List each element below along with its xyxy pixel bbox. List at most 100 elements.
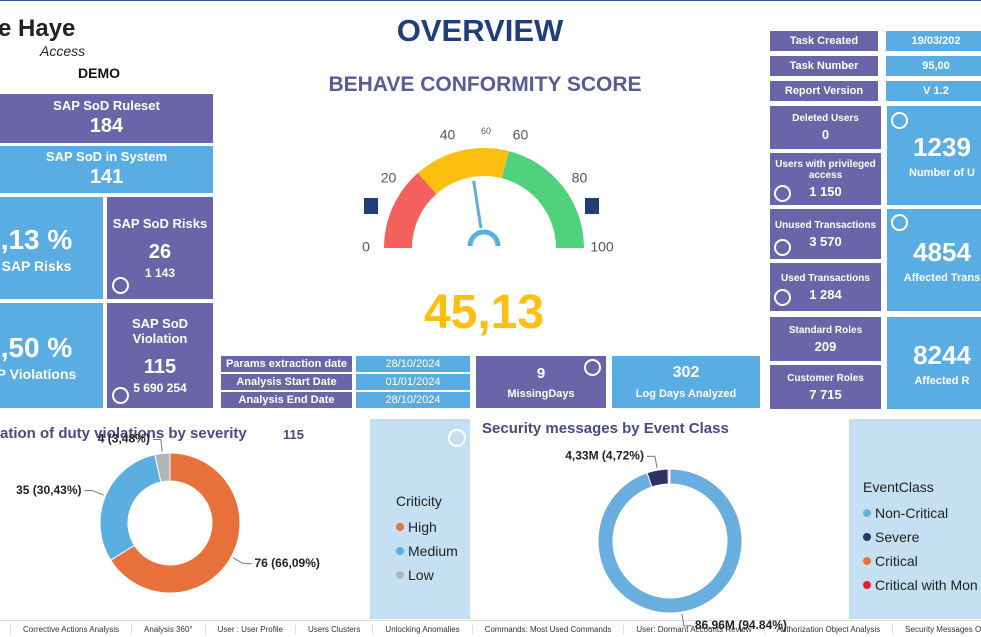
tab[interactable]: Analysis 360°	[131, 625, 205, 634]
legend-label: Critical	[875, 553, 918, 569]
card-label: SAP SoD Ruleset	[53, 97, 160, 113]
card-label: SAP SoD Risks	[112, 216, 208, 231]
legend-item: Medium	[396, 539, 470, 563]
leader-line	[654, 456, 658, 469]
tab[interactable]: Commands: Most Used Commands	[471, 625, 624, 634]
chart-title: Security messages by Event Class	[482, 420, 729, 437]
card-label: Deleted Users	[792, 113, 859, 124]
gauge-tick-label: 40	[440, 126, 456, 142]
task-value-text: 95,00	[922, 60, 950, 72]
sod-card: ,50 % P Violations	[0, 303, 103, 408]
tab[interactable]: User: Dormant Accounts Review	[623, 625, 763, 634]
task-label-text: Task Number	[789, 60, 859, 72]
legend-swatch	[863, 533, 871, 541]
donut-slice	[597, 468, 743, 614]
legend-label: Non-Critical	[875, 505, 949, 521]
task-value: 19/03/202	[886, 31, 981, 51]
legend-item: Critical	[863, 549, 981, 573]
kpi-card: 8244 Affected R	[887, 317, 981, 409]
brand-sub: Access	[40, 43, 86, 59]
date-label-text: Analysis End Date	[238, 394, 335, 406]
task-label-text: Report Version	[784, 85, 864, 97]
legend-swatch	[396, 523, 404, 531]
card-label: Users with privileged access	[775, 159, 876, 181]
card-value: 209	[814, 338, 837, 354]
card-value: 1 150	[809, 184, 842, 199]
date-value: 28/10/2024	[356, 356, 470, 372]
chart-total: 115	[283, 427, 304, 442]
data-label: 35 (30,43%)	[16, 483, 81, 497]
date-value-text: 28/10/2024	[385, 358, 441, 370]
tab[interactable]: User : User Profile	[204, 625, 295, 634]
gauge-tick-label: 20	[381, 169, 397, 185]
card-value: 9	[536, 364, 546, 382]
tab[interactable]: Users Clusters	[294, 625, 372, 634]
date-value-text: 28/10/2024	[385, 394, 441, 406]
help-icon	[112, 277, 129, 294]
legend-label: High	[408, 519, 437, 535]
task-value: 95,00	[886, 56, 981, 76]
legend-item: High	[396, 515, 470, 539]
user-card: Customer Roles 7 715	[770, 365, 881, 409]
date-label-text: Analysis Start Date	[236, 376, 337, 388]
card-value: ,13 %	[0, 224, 73, 255]
date-label: Analysis Start Date	[221, 374, 352, 390]
thumb-down	[364, 198, 378, 214]
info-icon	[774, 289, 791, 306]
info-icon	[774, 239, 791, 256]
card-value: ,50 %	[0, 331, 73, 363]
card-label: MissingDays	[507, 387, 575, 400]
card-sub: 5 690 254	[133, 381, 187, 395]
tab[interactable]: Authorization Object Analysis	[763, 625, 893, 634]
date-value: 28/10/2024	[356, 392, 470, 408]
legend-label: Severe	[875, 529, 920, 545]
kpi-value: 8244	[913, 339, 971, 370]
gauge-needle	[472, 180, 483, 229]
sod-card: SAP SoD Ruleset 184	[0, 94, 213, 143]
card-label: Unused Transactions	[774, 219, 877, 231]
gauge-tick-label: 0	[362, 239, 370, 255]
card-label: Used Transactions	[781, 272, 870, 284]
kpi-label: Number of U	[909, 167, 975, 179]
card-label: SAP Risks	[1, 258, 72, 274]
user-card: Unused Transactions 3 570	[770, 209, 881, 259]
card-label: SAP SoD in System	[45, 148, 168, 164]
info-icon	[584, 359, 601, 376]
legend-item: Critical with Mon	[863, 573, 981, 597]
legend-swatch	[396, 571, 404, 579]
gauge-band	[417, 148, 509, 194]
tab[interactable]: Security Messages Overview	[892, 625, 981, 634]
legend-title: Criticity	[396, 493, 442, 509]
card-label: Log Days Analyzed	[635, 388, 737, 400]
task-label-text: Task Created	[789, 35, 859, 47]
legend-item: Low	[396, 563, 470, 587]
card-label: Standard Roles	[788, 324, 863, 336]
legend-title: EventClass	[863, 479, 934, 495]
legend-swatch	[396, 547, 404, 555]
legend-swatch	[863, 581, 871, 589]
gauge-tick-label: 100	[590, 239, 614, 255]
date-value: 01/01/2024	[356, 374, 470, 390]
thumb-up	[585, 198, 599, 214]
card-value: 184	[89, 114, 124, 137]
legend-label: Low	[408, 567, 434, 583]
card-value: 1 284	[809, 286, 842, 302]
page-title: OVERVIEW	[396, 13, 564, 48]
log-days: 302 Log Days Analyzed	[612, 356, 760, 408]
gauge-band	[384, 172, 437, 248]
card-value: 0	[821, 127, 830, 142]
legend-swatch	[863, 557, 871, 565]
tab[interactable]: Unlocking Anomalies	[372, 625, 471, 634]
help-icon	[112, 387, 129, 404]
info-icon	[774, 185, 791, 202]
sod-card: ,13 % SAP Risks	[0, 197, 103, 299]
tab-bar: Corrective Actions Analysis Analysis 360°…	[0, 620, 981, 637]
card-label: P Violations	[0, 365, 77, 382]
info-icon	[891, 214, 908, 231]
date-label: Analysis End Date	[221, 392, 352, 408]
chart-title: ation of duty violations by severity	[0, 425, 247, 442]
card-value: 115	[143, 356, 177, 378]
tab[interactable]: Corrective Actions Analysis	[10, 625, 131, 634]
donut-slice	[154, 452, 171, 483]
